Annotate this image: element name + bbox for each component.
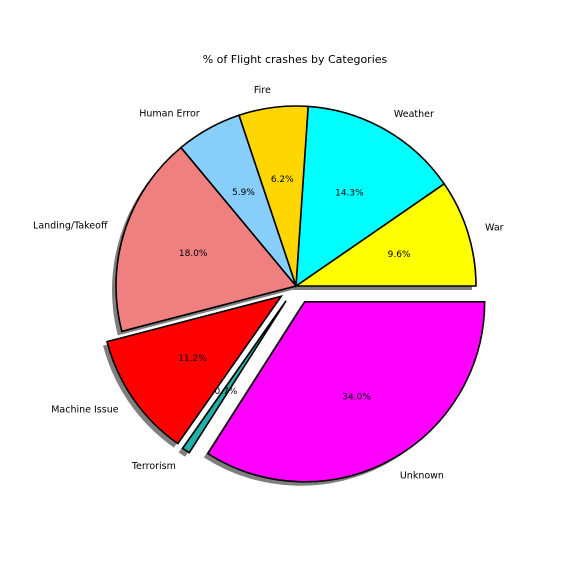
label-machine-issue: Machine Issue (51, 405, 119, 416)
percent-weather: 14.3% (335, 188, 364, 198)
chart-title: % of Flight crashes by Categories (203, 53, 388, 66)
wedge-landing-takeoff (115, 146, 298, 333)
label-landing-takeoff: Landing/Takeoff (33, 221, 108, 232)
wedge-weather (295, 105, 446, 288)
wedge-terrorism (181, 300, 287, 454)
wedge-machine-issue (106, 294, 284, 445)
slice-labels: War Weather Fire Human Error Landing/Takeoff… (33, 85, 504, 482)
percent-machine-issue: 11.2% (178, 354, 207, 364)
percent-unknown: 34.0% (342, 393, 371, 403)
label-war: War (485, 222, 504, 233)
percent-human-error: 5.9% (232, 188, 255, 198)
label-unknown: Unknown (400, 471, 444, 482)
label-terrorism: Terrorism (131, 461, 176, 472)
percent-fire: 6.2% (271, 175, 294, 185)
label-weather: Weather (394, 109, 434, 120)
label-fire: Fire (254, 85, 271, 96)
wedge-war (293, 182, 477, 287)
percent-landing-takeoff: 18.0% (179, 249, 208, 259)
wedge-unknown (206, 300, 486, 483)
label-human-error: Human Error (139, 108, 200, 119)
pie-wedges (106, 105, 486, 483)
percent-labels: 9.6% 14.3% 6.2% 5.9% 18.0% 11.2% 0.7% 34.0% (178, 175, 411, 403)
percent-war: 9.6% (388, 250, 411, 260)
percent-terrorism: 0.7% (214, 387, 237, 397)
